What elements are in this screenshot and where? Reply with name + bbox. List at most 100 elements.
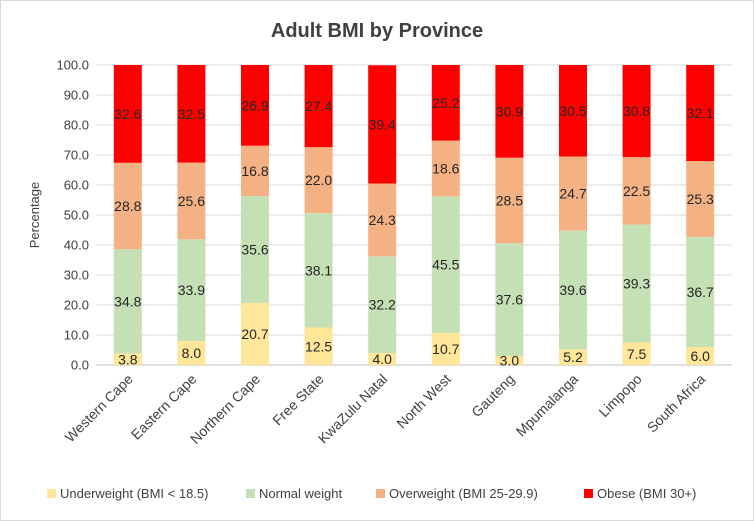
y-tick-label: 60.0 [64, 178, 89, 193]
bar-segment [304, 213, 333, 328]
legend-label: Obese (BMI 30+) [597, 486, 696, 501]
x-category-label: Gauteng [468, 371, 517, 420]
x-category-label: North West [393, 371, 454, 432]
legend-swatch [47, 489, 56, 498]
data-label: 22.0 [305, 172, 332, 188]
bar-segment [177, 341, 206, 365]
bar-segment [368, 256, 397, 353]
legend: Underweight (BMI < 18.5) Normal weight Ove… [47, 486, 696, 501]
data-label: 24.3 [369, 212, 396, 228]
data-label: 24.7 [559, 186, 586, 202]
bar-segment [241, 145, 269, 197]
data-label: 10.7 [432, 341, 459, 357]
bar-segment [686, 347, 715, 365]
data-label: 28.8 [114, 198, 141, 214]
data-label: 7.5 [627, 346, 647, 362]
data-label: 20.7 [241, 326, 268, 342]
bar-segment [113, 249, 142, 354]
data-label: 39.4 [369, 116, 396, 132]
bar-segment [304, 327, 333, 365]
legend-label: Underweight (BMI < 18.5) [60, 486, 208, 501]
data-label: 3.8 [118, 351, 138, 367]
bar-segment [241, 196, 269, 303]
y-tick-label: 90.0 [64, 88, 89, 103]
y-tick-label: 10.0 [64, 328, 89, 343]
data-label: 8.0 [182, 345, 202, 361]
bar-segment [431, 332, 460, 365]
x-category-label: South Africa [644, 371, 709, 436]
bar-segment [559, 349, 587, 365]
y-axis-ticks: 0.0 10.0 20.0 30.0 40.0 50.0 60.0 70.0 80.0 90.0 1… [56, 58, 89, 373]
data-label: 27.4 [305, 98, 332, 114]
y-tick-label: 40.0 [64, 238, 89, 253]
bar-segment [368, 353, 397, 365]
bar-segment [368, 65, 397, 184]
bar-segment [495, 65, 524, 158]
x-category-label: Eastern Cape [128, 371, 200, 443]
data-label: 25.2 [432, 95, 459, 111]
data-label: 28.5 [496, 192, 523, 208]
y-tick-label: 50.0 [64, 208, 89, 223]
bar-segment [431, 140, 460, 197]
data-labels: 3.8 34.8 28.8 32.6 8.0 33.9 25.6 32.5 20.7 35.6 16… [114, 95, 714, 369]
data-label: 5.2 [563, 349, 583, 365]
data-label: 26.9 [241, 97, 268, 113]
bar-segment [559, 65, 587, 157]
data-label: 18.6 [432, 161, 459, 177]
legend-swatch [584, 489, 593, 498]
data-label: 30.9 [496, 103, 523, 119]
bar-segment [495, 243, 524, 356]
data-label: 39.3 [623, 276, 650, 292]
bar-segment [113, 162, 142, 250]
data-label: 30.8 [623, 103, 650, 119]
x-category-label: Mpumalanga [513, 371, 582, 440]
bar-segment [177, 162, 206, 240]
data-label: 34.8 [114, 293, 141, 309]
legend-label: Overweight (BMI 25-29.9) [389, 486, 538, 501]
data-label: 3.0 [500, 353, 520, 369]
y-tick-label: 20.0 [64, 298, 89, 313]
data-label: 6.0 [690, 348, 710, 364]
bar-segment [495, 157, 524, 244]
data-label: 4.0 [372, 351, 392, 367]
y-axis-title: Percentage [27, 182, 42, 249]
legend-swatch [246, 489, 255, 498]
y-tick-label: 80.0 [64, 118, 89, 133]
data-label: 32.2 [369, 297, 396, 313]
bar-segment [241, 302, 269, 365]
data-label: 30.5 [559, 103, 586, 119]
data-label: 16.8 [241, 163, 268, 179]
bar-segment [495, 356, 524, 365]
bar-segment [304, 147, 333, 214]
data-label: 45.5 [432, 257, 459, 273]
legend-label: Normal weight [259, 486, 342, 501]
bar-segment [431, 65, 460, 141]
data-label: 12.5 [305, 338, 332, 354]
y-tick-label: 70.0 [64, 148, 89, 163]
bar-segment [241, 65, 269, 146]
bar-segment [177, 239, 206, 341]
data-label: 32.6 [114, 106, 141, 122]
bar-segment [622, 65, 651, 158]
x-category-label: Free State [269, 371, 327, 429]
data-label: 22.5 [623, 183, 650, 199]
bar-segment [622, 157, 651, 225]
data-label: 36.7 [687, 284, 714, 300]
bar-stacks [113, 65, 715, 365]
data-label: 25.3 [687, 191, 714, 207]
data-label: 32.1 [687, 105, 714, 121]
data-label: 33.9 [178, 282, 205, 298]
x-category-label: Western Cape [62, 371, 137, 446]
data-label: 25.6 [178, 193, 205, 209]
x-category-label: Limpopo [595, 371, 644, 420]
bar-segment [113, 65, 142, 163]
bar-segment [368, 183, 397, 257]
bar-segment [622, 224, 651, 343]
bar-segment [686, 161, 715, 237]
bar-segment [559, 156, 587, 231]
data-label: 35.6 [241, 242, 268, 258]
legend-swatch [376, 489, 385, 498]
bar-segment [686, 65, 715, 161]
